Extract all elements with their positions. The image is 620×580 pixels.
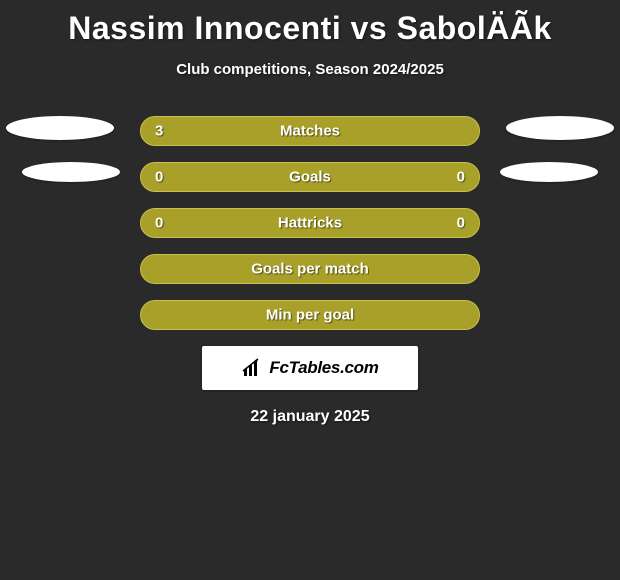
player-right-ellipse bbox=[506, 116, 614, 140]
stat-rows: 3 Matches 0 Goals 0 0 Hattricks 0 Goals … bbox=[0, 116, 620, 332]
stat-row-min-per-goal: Min per goal bbox=[0, 300, 620, 332]
stat-label: Hattricks bbox=[278, 215, 342, 232]
stat-row-hattricks: 0 Hattricks 0 bbox=[0, 208, 620, 240]
stat-bar: Min per goal bbox=[140, 300, 480, 330]
page-title: Nassim Innocenti vs SabolÄÃ­k bbox=[0, 0, 620, 47]
stat-label: Goals bbox=[289, 169, 331, 186]
stat-label: Matches bbox=[280, 123, 340, 140]
stat-bar: 0 Goals 0 bbox=[140, 162, 480, 192]
player-left-ellipse bbox=[6, 116, 114, 140]
snapshot-date: 22 january 2025 bbox=[0, 408, 620, 426]
stat-label: Min per goal bbox=[266, 307, 354, 324]
player-left-ellipse bbox=[22, 162, 120, 182]
stat-value-left: 0 bbox=[155, 169, 163, 186]
stat-row-matches: 3 Matches bbox=[0, 116, 620, 148]
brand-text: FcTables.com bbox=[269, 358, 378, 378]
stat-value-left: 3 bbox=[155, 123, 163, 140]
brand-badge: FcTables.com bbox=[202, 346, 418, 390]
stat-value-right: 0 bbox=[457, 215, 465, 232]
stat-label: Goals per match bbox=[251, 261, 369, 278]
stat-value-right: 0 bbox=[457, 169, 465, 186]
season-subtitle: Club competitions, Season 2024/2025 bbox=[0, 61, 620, 78]
stat-bar: 0 Hattricks 0 bbox=[140, 208, 480, 238]
stat-row-goals: 0 Goals 0 bbox=[0, 162, 620, 194]
player-right-ellipse bbox=[500, 162, 598, 182]
stat-bar: 3 Matches bbox=[140, 116, 480, 146]
bar-chart-icon bbox=[241, 357, 263, 379]
stat-bar: Goals per match bbox=[140, 254, 480, 284]
stat-row-goals-per-match: Goals per match bbox=[0, 254, 620, 286]
stat-value-left: 0 bbox=[155, 215, 163, 232]
